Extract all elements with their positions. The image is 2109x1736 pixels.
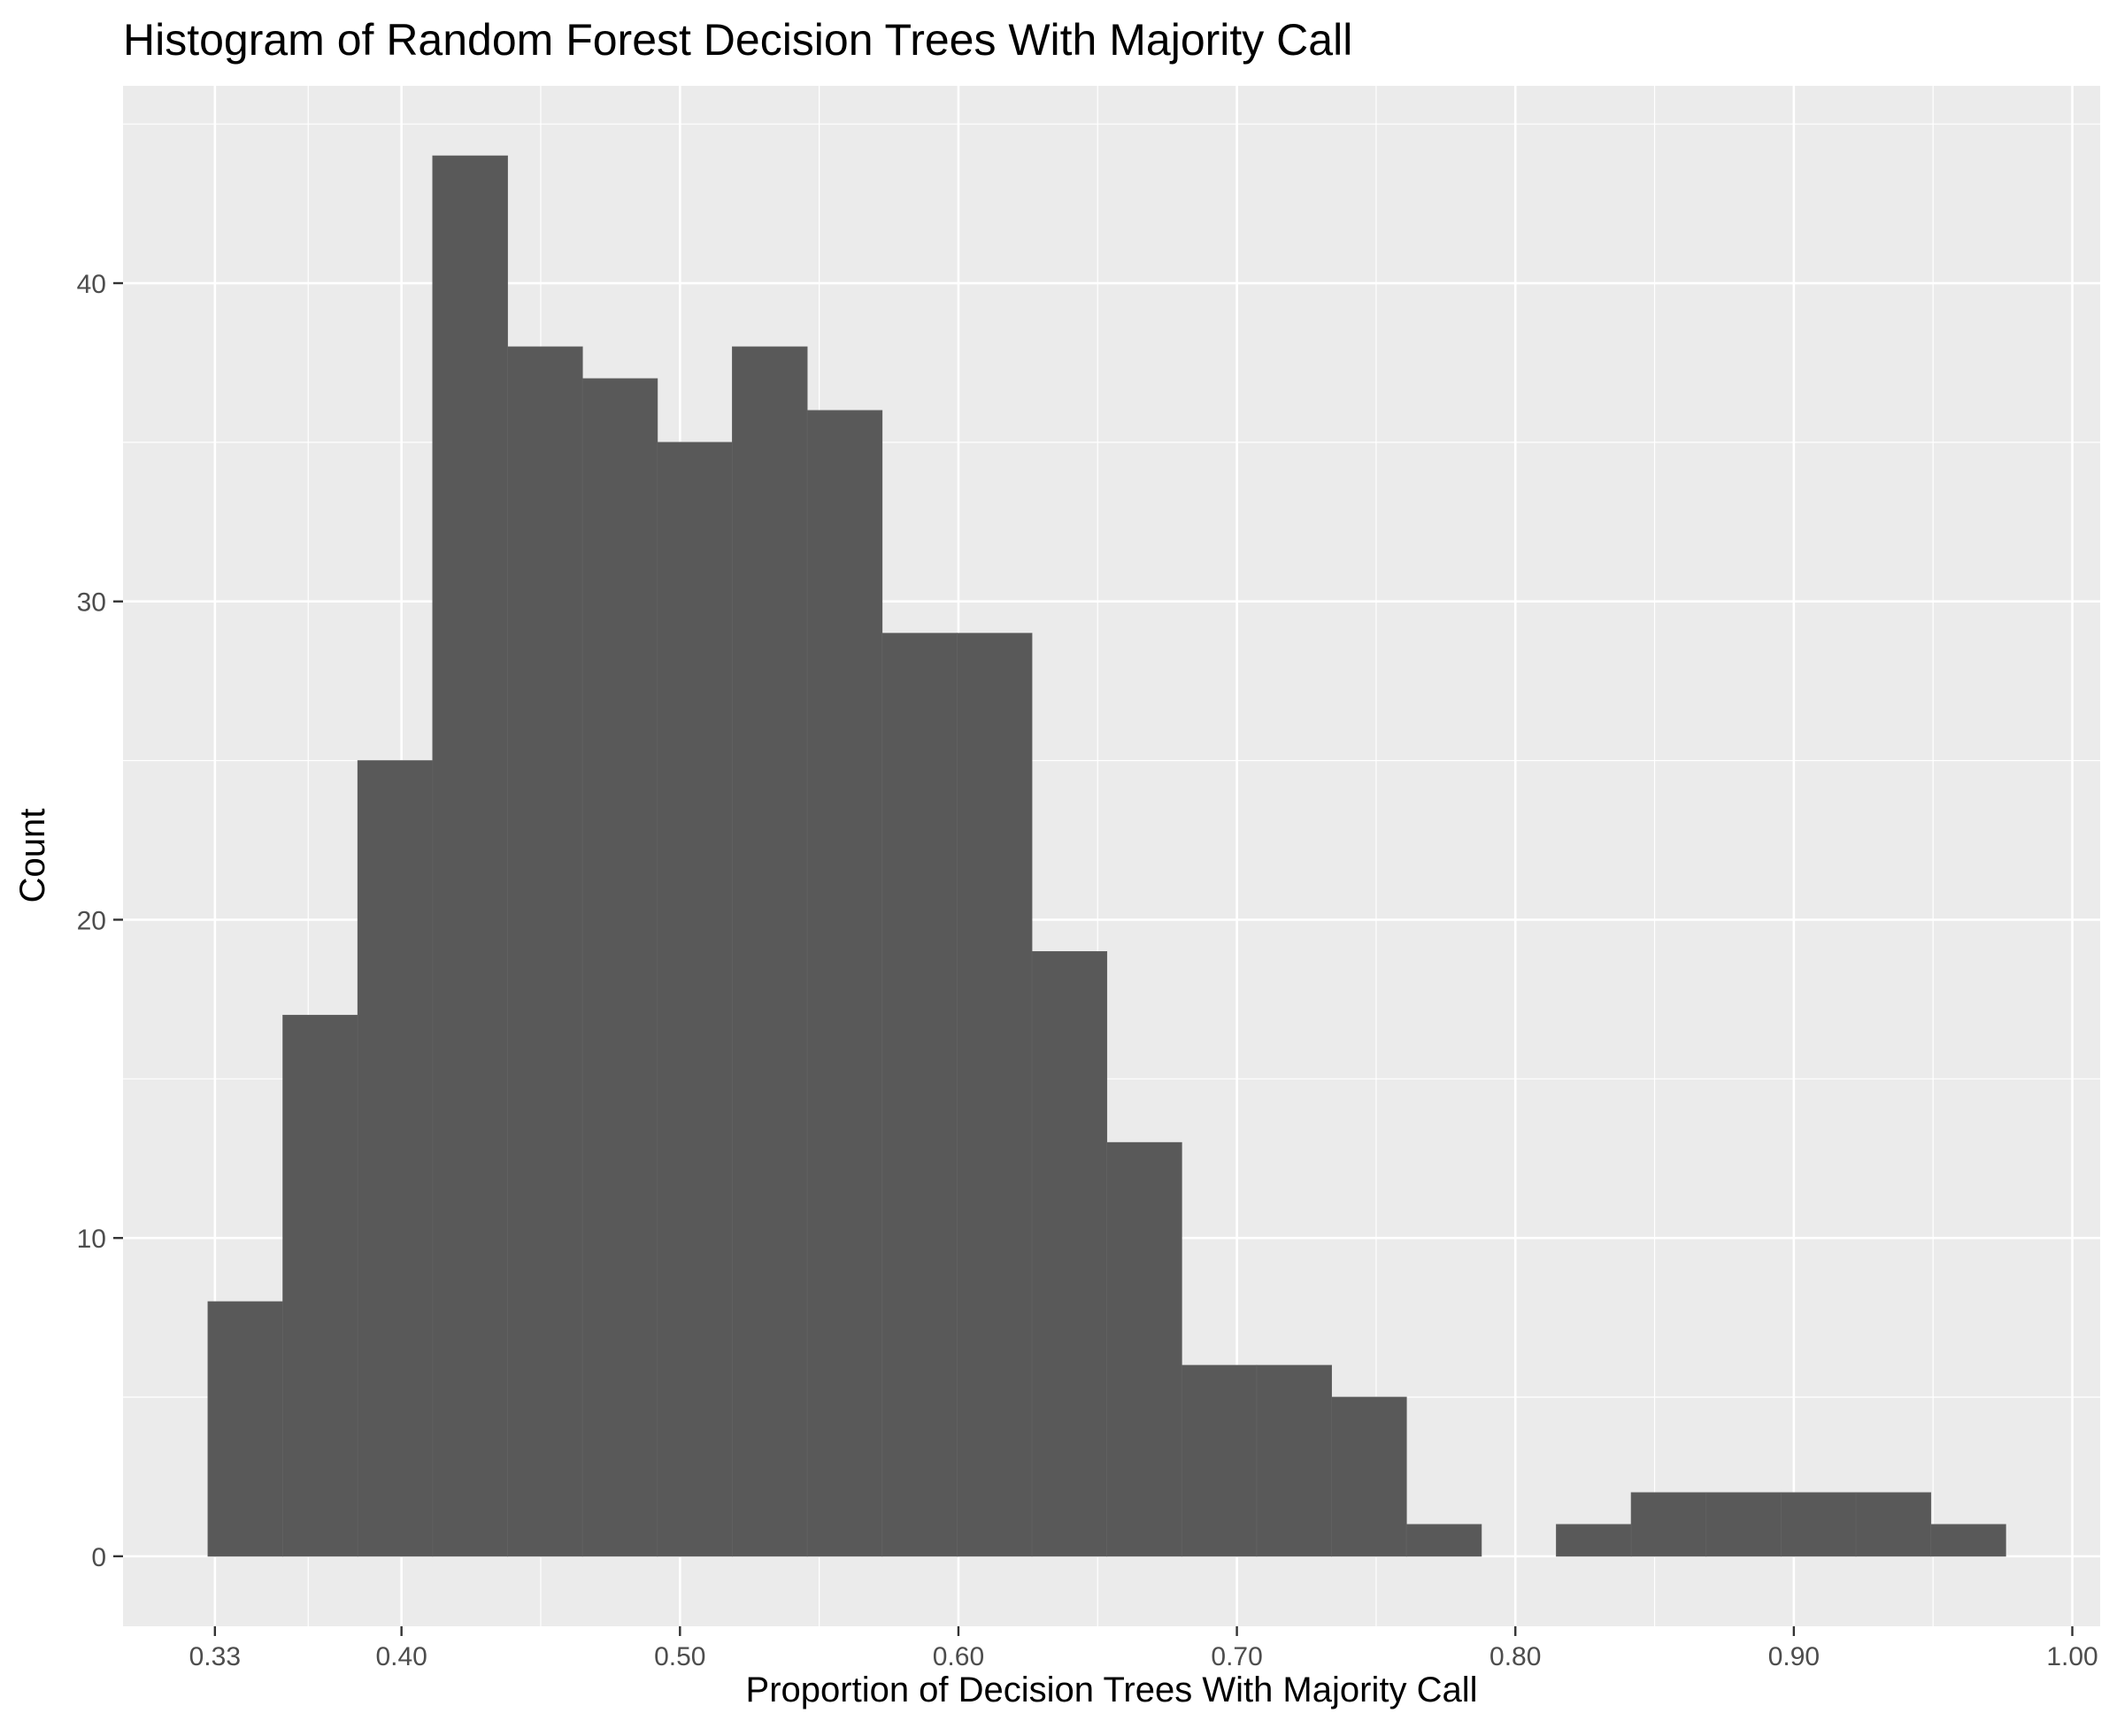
x-tick-label: 0.40 bbox=[375, 1642, 427, 1671]
x-tick-label: 0.80 bbox=[1489, 1642, 1541, 1671]
histogram-bar bbox=[581, 378, 658, 1557]
histogram-bar bbox=[1031, 951, 1108, 1557]
x-axis-title: Proportion of Decision Trees With Majori… bbox=[746, 1671, 1478, 1709]
x-tick-label: 0.90 bbox=[1768, 1642, 1820, 1671]
histogram-bar bbox=[1106, 1141, 1182, 1557]
histogram-bar bbox=[1556, 1524, 1632, 1557]
histogram-bar bbox=[1705, 1492, 1782, 1557]
histogram-bar bbox=[1405, 1524, 1482, 1557]
histogram-bar bbox=[1181, 1364, 1258, 1557]
histogram-bar bbox=[881, 633, 958, 1557]
histogram-bar bbox=[956, 633, 1033, 1557]
y-tick-label: 0 bbox=[91, 1543, 106, 1572]
histogram-bar bbox=[732, 346, 808, 1557]
y-tick-label: 20 bbox=[77, 906, 106, 935]
histogram-bar bbox=[1331, 1396, 1407, 1557]
histogram-bar bbox=[1781, 1492, 1857, 1557]
histogram-bar bbox=[1256, 1364, 1332, 1557]
x-tick-label: 0.60 bbox=[933, 1642, 984, 1671]
y-tick-label: 40 bbox=[77, 270, 106, 299]
x-axis: 0.33 0.40 0.50 0.60 0.70 0.80 0.90 1.00 bbox=[189, 1626, 2098, 1671]
x-tick-label: 0.33 bbox=[189, 1642, 241, 1671]
y-tick-label: 30 bbox=[77, 588, 106, 618]
y-tick-label: 10 bbox=[77, 1225, 106, 1254]
histogram-bar bbox=[282, 1014, 358, 1557]
histogram-bar bbox=[1930, 1524, 2006, 1557]
y-axis-title: Count bbox=[13, 809, 52, 903]
chart-title: Histogram of Random Forest Decision Tree… bbox=[123, 15, 1352, 65]
histogram-bar bbox=[1630, 1492, 1707, 1557]
y-axis: 0 10 20 30 40 bbox=[77, 270, 123, 1572]
x-tick-label: 0.70 bbox=[1211, 1642, 1262, 1671]
histogram-bar bbox=[657, 442, 733, 1557]
histogram-bar bbox=[1855, 1492, 1932, 1557]
histogram-bar bbox=[207, 1301, 284, 1557]
histogram-bar bbox=[507, 346, 583, 1557]
histogram-bars bbox=[207, 155, 2006, 1557]
x-tick-label: 0.50 bbox=[654, 1642, 705, 1671]
histogram-bar bbox=[432, 155, 508, 1557]
histogram-bar bbox=[806, 410, 883, 1557]
x-tick-label: 1.00 bbox=[2046, 1642, 2097, 1671]
histogram-bar bbox=[357, 760, 434, 1557]
